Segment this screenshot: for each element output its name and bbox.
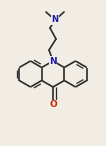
- Text: N: N: [49, 57, 57, 66]
- Text: N: N: [52, 15, 59, 25]
- Text: O: O: [49, 100, 57, 109]
